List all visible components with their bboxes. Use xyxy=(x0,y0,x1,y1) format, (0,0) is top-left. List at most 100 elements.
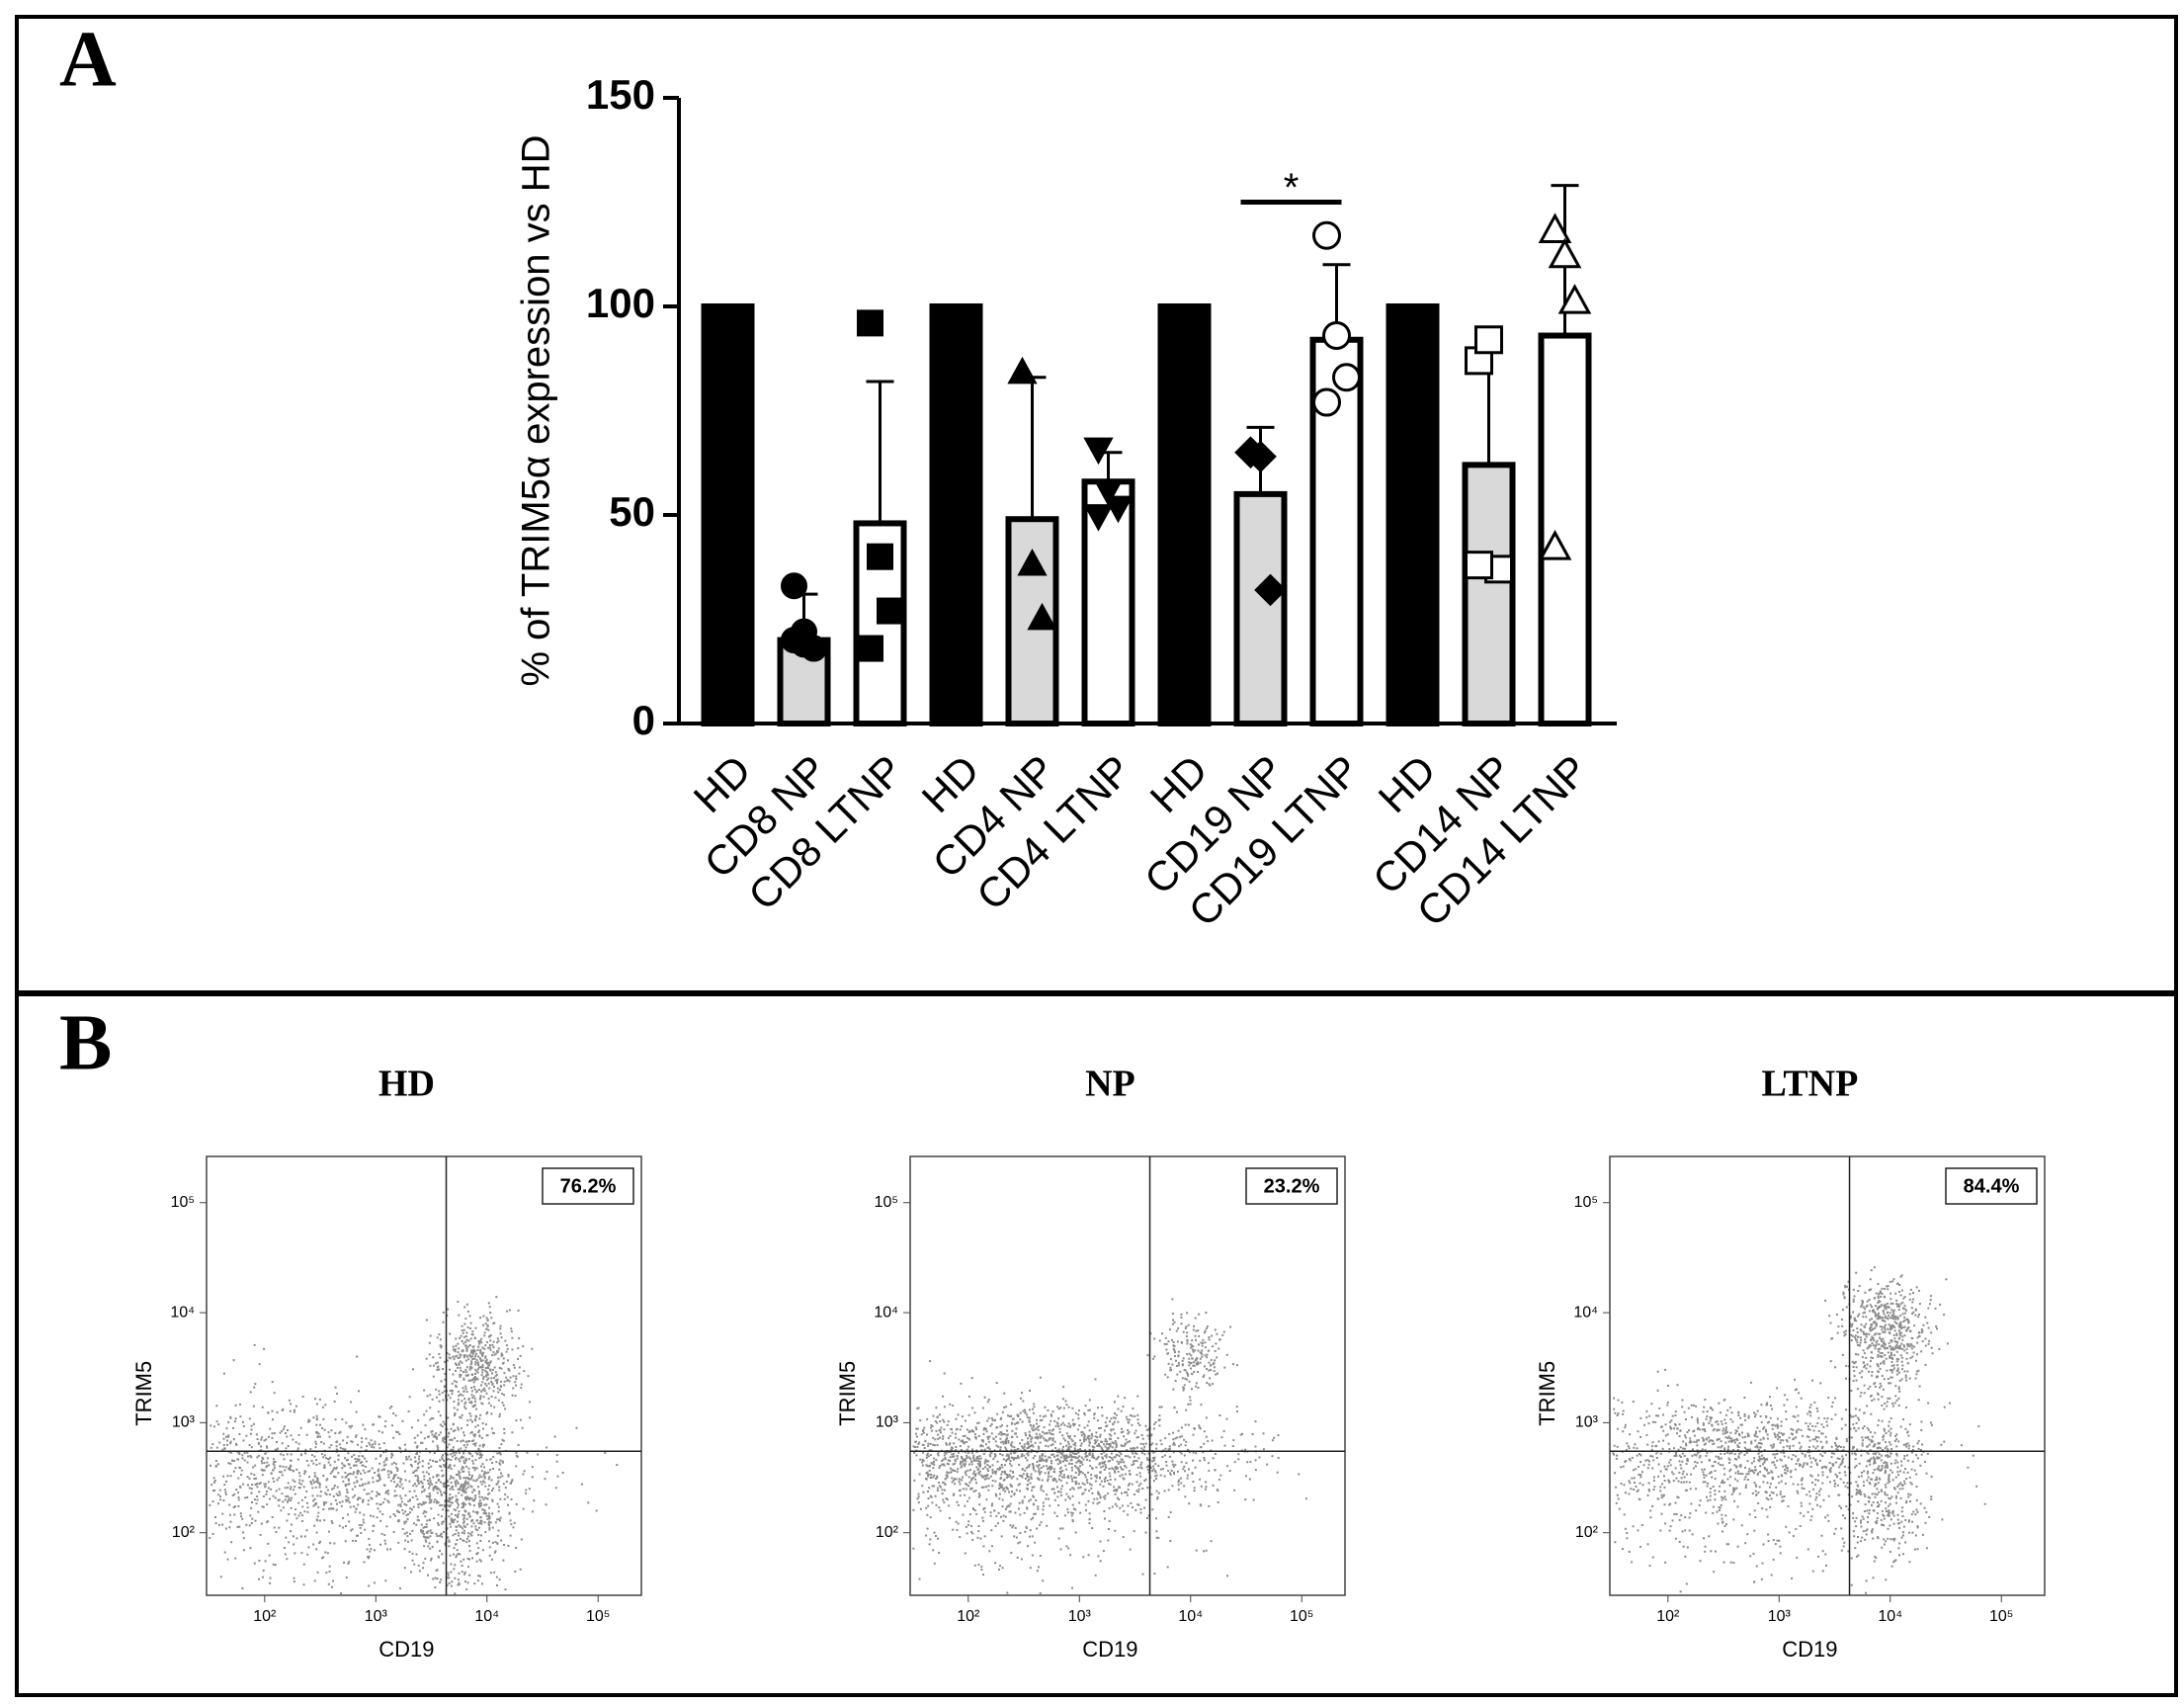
event-dot xyxy=(342,1439,345,1442)
event-dot xyxy=(1146,1354,1149,1357)
event-dot xyxy=(265,1493,268,1495)
event-dot xyxy=(476,1349,479,1351)
event-dot xyxy=(1115,1467,1118,1470)
event-dot xyxy=(1038,1473,1041,1476)
event-dot xyxy=(311,1494,314,1497)
event-dot xyxy=(1655,1452,1658,1455)
event-dot xyxy=(462,1378,465,1381)
event-dot xyxy=(226,1558,229,1561)
event-dot xyxy=(483,1472,486,1475)
event-dot xyxy=(219,1495,221,1498)
event-dot xyxy=(317,1511,320,1514)
event-dot xyxy=(1052,1470,1055,1473)
event-dot xyxy=(1762,1457,1765,1459)
event-dot xyxy=(1194,1466,1197,1469)
event-dot xyxy=(1032,1463,1035,1466)
event-dot xyxy=(935,1478,938,1480)
event-dot xyxy=(935,1535,937,1537)
event-dot xyxy=(1070,1475,1073,1478)
event-dot xyxy=(546,1446,548,1449)
event-dot xyxy=(1209,1384,1212,1387)
event-dot xyxy=(344,1457,346,1460)
event-dot xyxy=(1117,1437,1120,1439)
event-dot xyxy=(448,1577,451,1579)
event-dot xyxy=(1183,1454,1186,1457)
event-dot xyxy=(358,1523,361,1526)
event-dot xyxy=(1093,1416,1096,1419)
event-dot xyxy=(469,1478,472,1481)
event-dot xyxy=(1154,1421,1157,1423)
event-dot xyxy=(475,1391,478,1394)
event-dot xyxy=(430,1507,433,1510)
event-dot xyxy=(406,1458,409,1461)
event-dot xyxy=(437,1524,440,1526)
event-dot xyxy=(1208,1470,1211,1473)
event-dot xyxy=(1666,1465,1669,1468)
event-dot xyxy=(382,1442,385,1445)
event-dot xyxy=(248,1524,251,1527)
event-dot xyxy=(294,1408,295,1411)
event-dot xyxy=(967,1496,970,1499)
event-dot xyxy=(461,1565,463,1567)
event-dot xyxy=(974,1459,977,1462)
event-dot xyxy=(258,1363,261,1366)
event-dot xyxy=(959,1489,962,1492)
event-dot xyxy=(466,1419,469,1422)
event-dot xyxy=(923,1447,926,1449)
event-dot xyxy=(1023,1448,1026,1451)
event-dot xyxy=(460,1525,462,1528)
event-dot xyxy=(405,1531,408,1534)
event-dot xyxy=(1738,1432,1740,1435)
event-dot xyxy=(917,1443,920,1445)
event-dot xyxy=(391,1424,393,1427)
event-dot xyxy=(432,1435,435,1438)
event-dot xyxy=(472,1489,475,1492)
event-dot xyxy=(472,1479,475,1482)
event-dot xyxy=(1163,1475,1166,1478)
event-dot xyxy=(1068,1448,1071,1451)
event-dot xyxy=(474,1442,477,1445)
event-dot xyxy=(367,1556,370,1558)
event-dot xyxy=(480,1456,482,1459)
event-dot xyxy=(478,1357,481,1360)
event-dot xyxy=(382,1461,385,1464)
event-dot xyxy=(1025,1525,1028,1528)
event-dot xyxy=(1136,1466,1139,1469)
event-dot xyxy=(1042,1490,1045,1493)
event-dot xyxy=(219,1498,222,1501)
event-dot xyxy=(336,1486,339,1489)
event-dot xyxy=(470,1394,473,1397)
event-dot xyxy=(1215,1342,1218,1345)
event-dot xyxy=(393,1474,395,1477)
event-dot xyxy=(424,1539,427,1542)
event-dot xyxy=(297,1442,300,1445)
event-dot xyxy=(416,1518,419,1521)
event-dot xyxy=(211,1532,214,1535)
event-dot xyxy=(1157,1536,1160,1539)
event-dot xyxy=(927,1504,930,1507)
event-dot xyxy=(1151,1470,1154,1473)
event-dot xyxy=(1050,1475,1052,1478)
event-dot xyxy=(310,1460,313,1462)
event-dot xyxy=(955,1478,958,1481)
event-dot xyxy=(469,1363,472,1366)
event-dot xyxy=(1682,1481,1685,1484)
event-dot xyxy=(985,1430,988,1433)
event-dot xyxy=(467,1512,469,1515)
event-dot xyxy=(459,1356,462,1359)
event-dot xyxy=(367,1503,370,1506)
event-dot xyxy=(222,1475,225,1478)
event-dot xyxy=(1033,1466,1035,1469)
event-dot xyxy=(481,1389,484,1392)
event-dot xyxy=(273,1526,276,1529)
event-dot xyxy=(1001,1466,1004,1469)
event-dot xyxy=(303,1472,306,1475)
event-dot xyxy=(417,1564,420,1567)
event-dot xyxy=(294,1441,297,1444)
event-dot xyxy=(1107,1539,1110,1542)
event-dot xyxy=(993,1418,996,1421)
event-dot xyxy=(1229,1325,1232,1328)
event-dot xyxy=(485,1497,488,1500)
event-dot xyxy=(1050,1460,1052,1462)
event-dot xyxy=(1646,1459,1649,1462)
